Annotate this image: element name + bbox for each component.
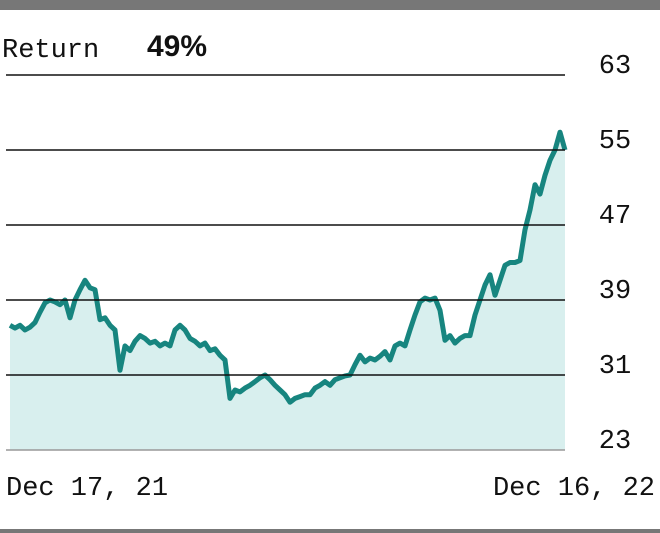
x-tick-label: Dec 17, 21 (6, 474, 168, 504)
y-tick-label: 31 (599, 352, 631, 382)
x-tick-label: Dec 16, 22 (493, 474, 655, 504)
line (8, 129, 568, 405)
plot (6, 74, 568, 451)
y-tick-label: 39 (599, 277, 631, 307)
y-tick-label: 47 (599, 202, 631, 232)
y-tick-label: 63 (599, 52, 631, 82)
y-tick-label: 23 (599, 427, 631, 457)
y-tick-label: 55 (599, 127, 631, 157)
area (10, 132, 565, 450)
chart-title: Return (2, 36, 99, 66)
top-bar (0, 0, 660, 10)
return-value: 49% (147, 30, 207, 63)
bottom-bar (0, 529, 660, 533)
